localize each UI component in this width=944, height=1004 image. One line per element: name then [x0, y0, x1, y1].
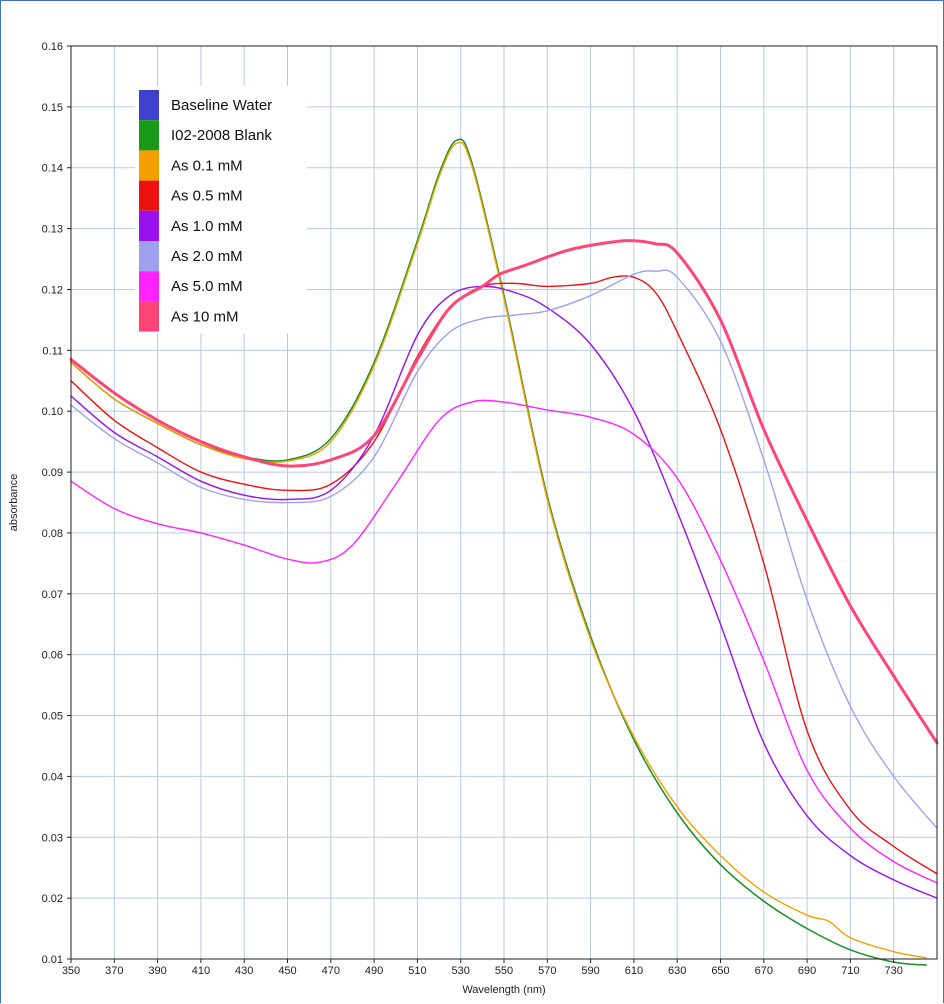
x-tick-label: 490	[365, 965, 383, 977]
legend-label: As 0.5 mM	[171, 188, 243, 205]
y-tick-label: 0.09	[42, 467, 63, 479]
legend-label: As 5.0 mM	[171, 278, 243, 295]
y-tick-label: 0.06	[42, 650, 63, 662]
legend-swatch	[139, 301, 159, 332]
y-tick-label: 0.14	[42, 163, 63, 175]
legend-swatch	[139, 241, 159, 272]
y-tick-label: 0.02	[42, 893, 63, 905]
x-tick-label: 650	[711, 965, 729, 977]
y-tick-label: 0.15	[42, 102, 63, 114]
y-tick-label: 0.13	[42, 224, 63, 236]
legend: Baseline Water I02-2008 Blank As 0.1 mM As …	[135, 86, 307, 334]
y-axis-title: absorbance	[8, 474, 20, 532]
legend-label: As 0.1 mM	[171, 157, 243, 174]
x-tick-label: 530	[452, 965, 470, 977]
legend-label: Baseline Water	[171, 97, 272, 114]
y-tick-label: 0.16	[42, 41, 63, 53]
legend-swatch	[139, 150, 159, 181]
legend-swatch	[139, 90, 159, 121]
series-line-7	[69, 239, 939, 745]
x-tick-label: 470	[322, 965, 340, 977]
legend-swatch	[139, 210, 159, 241]
x-tick-label: 610	[625, 965, 643, 977]
x-tick-label: 370	[105, 965, 123, 977]
x-tick-label: 410	[192, 965, 210, 977]
legend-label: I02-2008 Blank	[171, 127, 272, 144]
x-tick-label: 630	[668, 965, 686, 977]
plot-area-border	[70, 45, 938, 960]
series-line-3	[70, 275, 938, 875]
x-tick-label: 350	[62, 965, 80, 977]
x-tick-label: 450	[278, 965, 296, 977]
x-tick-label: 590	[581, 965, 599, 977]
x-tick-label: 690	[798, 965, 816, 977]
legend-label: As 10 mM	[171, 308, 239, 325]
y-tick-label: 0.04	[42, 771, 63, 783]
legend-swatch	[139, 180, 159, 211]
y-tick-label: 0.12	[42, 284, 63, 296]
y-tick-label: 0.05	[42, 711, 63, 723]
legend-label: As 1.0 mM	[171, 218, 243, 235]
legend-label: As 2.0 mM	[171, 248, 243, 265]
x-tick-label: 670	[755, 965, 773, 977]
y-tick-label: 0.08	[42, 528, 63, 540]
legend-swatch	[139, 120, 159, 151]
y-tick-label: 0.10	[42, 406, 63, 418]
series-line-5	[70, 269, 938, 829]
legend-swatch	[139, 271, 159, 302]
x-tick-label: 730	[885, 965, 903, 977]
x-tick-label: 430	[235, 965, 253, 977]
x-tick-label: 710	[841, 965, 859, 977]
x-tick-label: 570	[538, 965, 556, 977]
x-tick-label: 550	[495, 965, 513, 977]
y-tick-label: 0.01	[42, 954, 63, 966]
y-tick-label: 0.11	[42, 345, 63, 357]
series-line-6	[70, 399, 938, 884]
x-tick-label: 390	[148, 965, 166, 977]
y-tick-label: 0.03	[42, 832, 63, 844]
series-lines	[69, 138, 939, 966]
x-tick-label: 510	[408, 965, 426, 977]
legend-background	[135, 86, 307, 334]
series-line-4	[70, 285, 938, 899]
x-axis-title: Wavelength (nm)	[462, 984, 545, 996]
axis-ticks: 350 370 390 410 430 450 470 490 510 530 550 570 590 6…	[42, 41, 903, 977]
y-tick-label: 0.07	[42, 589, 63, 601]
